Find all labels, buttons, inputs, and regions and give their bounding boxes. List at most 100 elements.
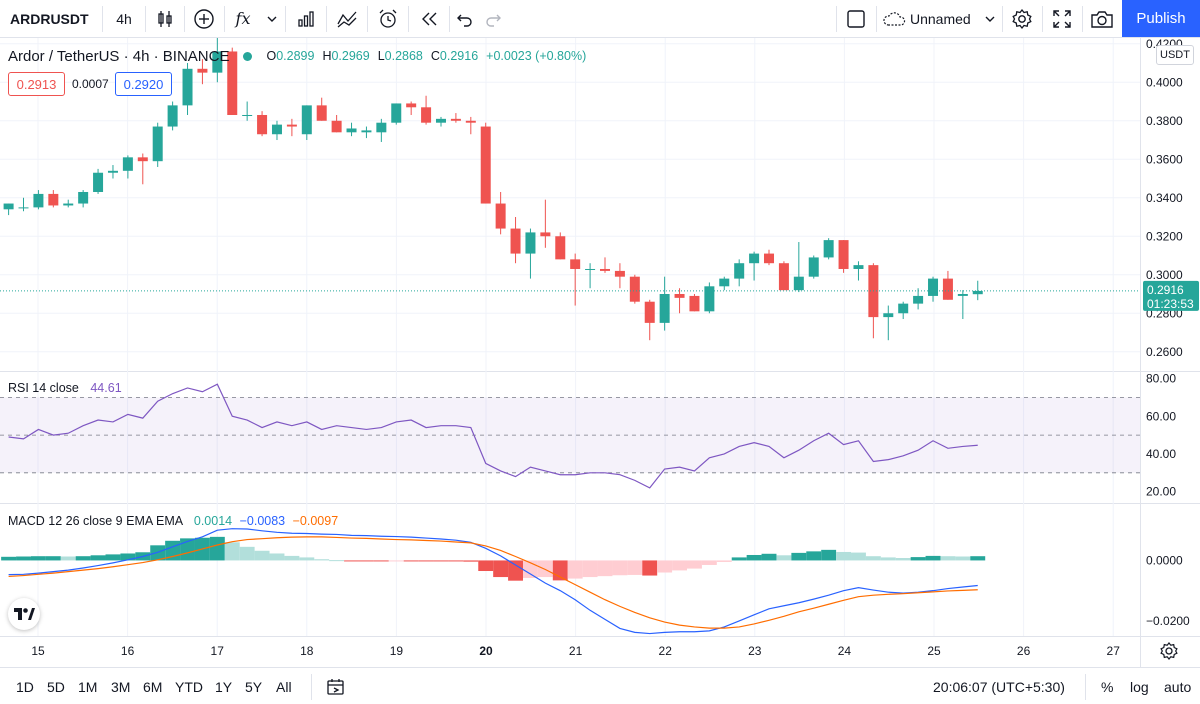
- range-1d[interactable]: 1D: [16, 678, 34, 695]
- range-6m[interactable]: 6M: [143, 678, 163, 695]
- range-1m[interactable]: 1M: [78, 678, 98, 695]
- spread-value: 0.0007: [72, 77, 109, 91]
- macd-legend[interactable]: MACD 12 26 close 9 EMA EMA 0.0014 −0.008…: [8, 514, 338, 528]
- price-tick-label: 0.2600: [1146, 345, 1183, 359]
- rsi-legend[interactable]: RSI 14 close 44.61: [8, 381, 122, 395]
- macd-histogram-bar: [105, 554, 121, 561]
- candle-body: [749, 253, 760, 264]
- range-ytd[interactable]: YTD: [175, 678, 203, 695]
- layout-name[interactable]: Unnamed: [910, 10, 971, 27]
- candle-body: [972, 290, 983, 295]
- percent-toggle[interactable]: %: [1101, 678, 1114, 695]
- fullscreen-button[interactable]: [1044, 0, 1080, 37]
- toolbar-divider: [1002, 6, 1003, 32]
- macd-histogram-bar: [537, 560, 553, 578]
- time-tick-label: 20: [479, 644, 493, 658]
- alert-button[interactable]: [370, 0, 406, 37]
- candle-body: [928, 278, 939, 296]
- candle-body: [182, 68, 193, 106]
- layout-dropdown[interactable]: [980, 0, 1000, 37]
- macd-histogram-bar: [567, 560, 583, 579]
- close-value: 0.2916: [439, 49, 479, 63]
- undo-button[interactable]: [452, 0, 478, 37]
- settings-button[interactable]: [1004, 0, 1040, 37]
- candle-body: [93, 172, 104, 192]
- range-5d[interactable]: 5D: [47, 678, 65, 695]
- macd-histogram-bar: [388, 560, 404, 562]
- compare-button[interactable]: [329, 0, 365, 37]
- log-toggle[interactable]: log: [1130, 678, 1149, 695]
- macd-histogram-bar: [493, 560, 509, 578]
- range-1y[interactable]: 1Y: [215, 678, 233, 695]
- snapshot-button[interactable]: [1084, 0, 1120, 37]
- candle-body: [167, 105, 178, 127]
- macd-histogram-bar: [60, 556, 76, 561]
- indicators-dropdown[interactable]: [262, 0, 282, 37]
- fx-icon[interactable]: fx: [235, 9, 251, 28]
- candle-body: [585, 268, 596, 270]
- redo-button[interactable]: [480, 0, 506, 37]
- publish-button[interactable]: Publish: [1122, 0, 1200, 37]
- macd-hist-value: 0.0014: [193, 514, 233, 528]
- macd-histogram-bar: [284, 555, 300, 561]
- time-tick-label: 19: [390, 644, 404, 658]
- low-value: 0.2868: [384, 49, 423, 63]
- candle-body: [361, 130, 372, 133]
- select-button[interactable]: [840, 0, 872, 37]
- range-5y[interactable]: 5Y: [245, 678, 263, 695]
- tradingview-logo[interactable]: [8, 598, 40, 630]
- camera-icon: [1091, 10, 1113, 28]
- macd-histogram-bar: [433, 560, 449, 562]
- symbol-search-button[interactable]: ARDRUSDT: [10, 10, 89, 27]
- range-3m[interactable]: 3M: [111, 678, 131, 695]
- chart-type-button[interactable]: [147, 0, 183, 37]
- cloud-save-button[interactable]: [882, 0, 906, 37]
- candle-body: [540, 232, 551, 237]
- axes: 0.42000.40000.38000.36000.34000.32000.30…: [0, 38, 1199, 660]
- macd-histogram-bar: [463, 560, 479, 562]
- goto-date-button[interactable]: [326, 668, 346, 704]
- price-tick-label: 0.3200: [1146, 229, 1183, 243]
- candle-body: [63, 203, 74, 206]
- macd-histogram-bar: [329, 560, 345, 562]
- indicators-add-button[interactable]: [186, 0, 222, 37]
- sell-price-button[interactable]: 0.2913: [8, 72, 65, 96]
- replay-button[interactable]: [411, 0, 447, 37]
- auto-toggle[interactable]: auto: [1164, 678, 1192, 695]
- candle-body: [316, 105, 327, 121]
- macd-histogram-bar: [16, 556, 31, 561]
- macd-histogram-bar: [418, 560, 434, 562]
- financials-button[interactable]: [288, 0, 324, 37]
- toolbar-divider: [408, 6, 409, 32]
- macd-histogram-bar: [746, 554, 762, 561]
- candle-body: [600, 268, 610, 271]
- rsi-layer: [8, 383, 978, 489]
- macd-histogram-bar: [582, 560, 598, 578]
- main-legend: Ardor / TetherUS · 4h · BINANCE O0.2899 …: [8, 46, 586, 66]
- candle-body: [331, 120, 342, 133]
- macd-histogram-bar: [508, 560, 523, 581]
- macd-signal-value: −0.0097: [292, 514, 339, 528]
- macd-histogram-bar: [239, 546, 255, 561]
- buy-price-button[interactable]: 0.2920: [115, 72, 172, 96]
- candle-body: [510, 228, 521, 254]
- candle-body: [137, 157, 148, 162]
- macd-layer: [1, 528, 986, 635]
- range-all[interactable]: All: [276, 678, 292, 695]
- time-tick-label: 18: [300, 644, 314, 658]
- macd-histogram-bar: [403, 560, 419, 562]
- chart-canvas[interactable]: 0.42000.40000.38000.36000.34000.32000.30…: [0, 38, 1200, 667]
- toolbar-divider: [145, 6, 146, 32]
- candle-body: [450, 118, 461, 121]
- candle-body: [3, 203, 14, 210]
- interval-button[interactable]: 4h: [116, 10, 132, 27]
- candle-body: [883, 313, 894, 318]
- clock[interactable]: 20:06:07 (UTC+5:30): [933, 678, 1065, 695]
- rsi-title: RSI 14 close: [8, 381, 79, 395]
- candle-body: [48, 193, 59, 206]
- symbol-title[interactable]: Ardor / TetherUS · 4h · BINANCE: [8, 47, 230, 65]
- macd-signal-line: [8, 536, 978, 629]
- currency-unit-button[interactable]: USDT: [1156, 45, 1194, 65]
- high-value: 0.2969: [331, 49, 370, 63]
- macd-histogram-bar: [120, 553, 136, 561]
